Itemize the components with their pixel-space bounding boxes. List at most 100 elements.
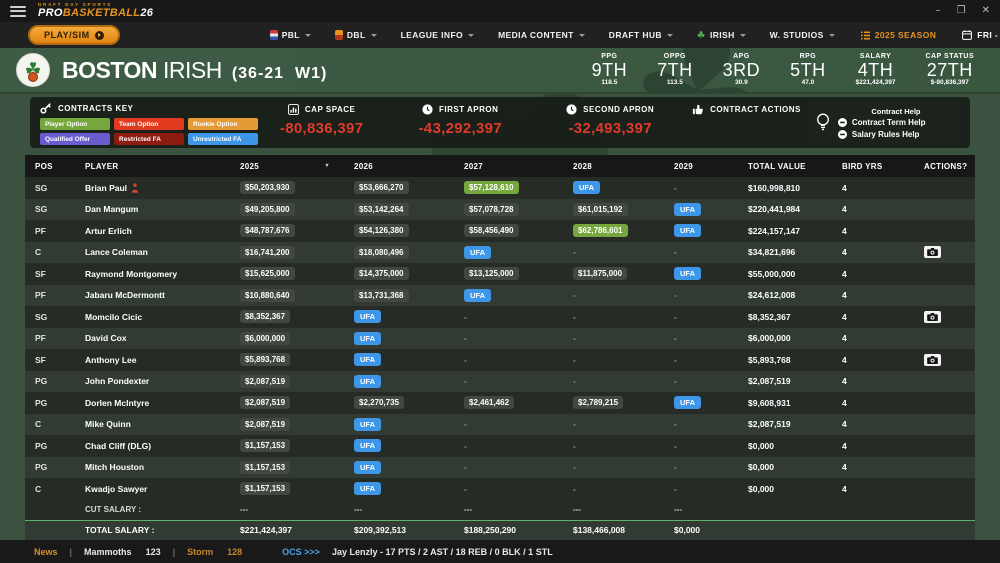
player-contract-row[interactable]: SF Raymond Montgomery $15,625,000 $14,375,0…: [25, 263, 975, 285]
salary-cell-2028: -: [563, 290, 664, 300]
salary-cell-2025: $48,787,676: [230, 224, 344, 238]
player-name[interactable]: Brian Paul: [85, 182, 128, 193]
player-cell[interactable]: Dan Mangum: [75, 204, 230, 214]
player-name[interactable]: Anthony Lee: [85, 354, 137, 365]
help-link-salary-rules-help[interactable]: Salary Rules Help: [837, 129, 954, 139]
salary-cell-2025: $2,087,519: [230, 396, 344, 410]
play-sim-button[interactable]: PLAY/SIM: [28, 25, 120, 45]
player-name[interactable]: Kwadjo Sawyer: [85, 483, 148, 494]
salary-cell-2025: $49,205,800: [230, 202, 344, 216]
position-cell: SF: [35, 354, 46, 365]
news-tab[interactable]: News: [34, 546, 58, 557]
empty-dash: -: [464, 354, 467, 365]
nav-menu-pbl[interactable]: PBL: [269, 30, 311, 40]
column-header-total-value[interactable]: TOTAL VALUE: [748, 161, 806, 171]
player-name[interactable]: Mitch Houston: [85, 462, 145, 473]
player-contract-row[interactable]: C Mike Quinn $2,087,519 UFA - - - $2,087,519 4: [25, 413, 975, 435]
player-contract-row[interactable]: PF Artur Erlich $48,787,676 $54,126,380 $58,…: [25, 220, 975, 242]
contract-action-button[interactable]: [924, 353, 941, 366]
salary-chip: $61,015,192: [573, 202, 628, 216]
player-name[interactable]: John Pondexter: [85, 376, 150, 387]
player-contract-row[interactable]: C Kwadjo Sawyer $1,157,153 UFA - - - $0,000 4: [25, 478, 975, 500]
salary-cell-2027: -: [454, 333, 563, 343]
help-link-contract-term-help[interactable]: Contract Term Help: [837, 118, 954, 127]
player-contract-row[interactable]: SG Momcilo Cicic $8,352,367 UFA - - - $8,352,36…: [25, 306, 975, 328]
player-contract-row[interactable]: PG Chad Cliff (DLG) $1,157,153 UFA - - - $0,000…: [25, 435, 975, 457]
unrestricted-fa-badge: UFA: [674, 396, 701, 410]
empty-dash: -: [573, 483, 576, 494]
player-name[interactable]: Momcilo Cicic: [85, 311, 143, 322]
salary-chip: $49,205,800: [240, 202, 295, 216]
nav-menu-draft-hub[interactable]: DRAFT HUB: [609, 30, 673, 40]
player-contract-row[interactable]: PG Dorlen McIntyre $2,087,519 $2,270,735 $2,…: [25, 392, 975, 414]
empty-dash: -: [674, 419, 677, 430]
player-cell[interactable]: Mike Quinn: [75, 419, 230, 429]
stat-rank: 7TH: [657, 59, 693, 80]
player-name[interactable]: David Cox: [85, 333, 127, 344]
player-cell[interactable]: Kwadjo Sawyer: [75, 484, 230, 494]
player-cell[interactable]: Mitch Houston: [75, 462, 230, 472]
player-cell[interactable]: Chad Cliff (DLG): [75, 441, 230, 451]
nav-menu-league-info[interactable]: LEAGUE INFO: [401, 30, 475, 40]
nav-menu-w-studios[interactable]: W. STUDIOS: [770, 30, 835, 40]
maximize-button[interactable]: ❐: [956, 5, 966, 16]
nav-menu-irish[interactable]: ☘ IRISH: [697, 30, 746, 40]
position-cell: SG: [35, 182, 48, 193]
player-contract-row[interactable]: C Lance Coleman $16,741,200 $18,080,496 UFA -…: [25, 241, 975, 263]
player-name[interactable]: Dan Mangum: [85, 204, 139, 215]
hamburger-menu-icon[interactable]: [10, 5, 26, 17]
salary-cell-2029: -: [664, 376, 738, 386]
player-cell[interactable]: Anthony Lee: [75, 355, 230, 365]
player-contract-row[interactable]: PF Jabaru McDermontt $10,880,640 $13,731,36…: [25, 284, 975, 306]
player-cell[interactable]: Raymond Montgomery: [75, 269, 230, 279]
close-button[interactable]: ✕: [981, 5, 990, 16]
empty-dash: -: [573, 419, 576, 430]
contract-actions-section[interactable]: CONTRACT ACTIONS: [685, 102, 808, 143]
contract-action-button[interactable]: [924, 246, 941, 259]
salary-cell-2026: $2,270,735: [344, 396, 454, 410]
column-header-2026[interactable]: 2026: [354, 161, 373, 171]
nav-menu-media-content[interactable]: MEDIA CONTENT: [498, 30, 585, 40]
nav-menu-dbl[interactable]: DBL: [334, 30, 377, 40]
player-cell[interactable]: John Pondexter: [75, 376, 230, 386]
player-name[interactable]: Dorlen McIntyre: [85, 397, 150, 408]
season-selector[interactable]: 2025 SEASON: [860, 30, 937, 40]
column-header-2027[interactable]: 2027: [464, 161, 483, 171]
player-cell[interactable]: David Cox: [75, 333, 230, 343]
salary-cell-2027: $58,456,490: [454, 224, 563, 238]
chevron-down-icon: [739, 33, 746, 37]
column-header-pos[interactable]: POS: [35, 161, 53, 171]
player-name[interactable]: Chad Cliff (DLG): [85, 440, 152, 451]
player-cell[interactable]: Lance Coleman: [75, 247, 230, 257]
player-name[interactable]: Jabaru McDermontt: [85, 290, 165, 301]
column-header-2029[interactable]: 2029: [674, 161, 693, 171]
player-contract-row[interactable]: PF David Cox $6,000,000 UFA - - - $6,000,000 4: [25, 327, 975, 349]
player-name[interactable]: Lance Coleman: [85, 247, 148, 258]
player-cell[interactable]: Artur Erlich: [75, 226, 230, 236]
column-header-2028[interactable]: 2028: [573, 161, 592, 171]
player-contract-row[interactable]: PG John Pondexter $2,087,519 UFA - - - $2,087,5…: [25, 370, 975, 392]
minimize-button[interactable]: –: [935, 5, 941, 16]
bird-years-cell: 4: [842, 268, 847, 279]
player-cell[interactable]: Momcilo Cicic: [75, 312, 230, 322]
player-contract-row[interactable]: SF Anthony Lee $5,893,768 UFA - - - $5,893,768 4: [25, 349, 975, 371]
player-contract-row[interactable]: PG Mitch Houston $1,157,153 UFA - - - $0,000 4: [25, 456, 975, 478]
column-header-2025[interactable]: 2025 ▼: [240, 161, 330, 171]
unrestricted-fa-badge: UFA: [573, 181, 600, 195]
player-cell[interactable]: Brian Paul: [75, 183, 230, 193]
player-contract-row[interactable]: SG Dan Mangum $49,205,800 $53,142,264 $57,07…: [25, 198, 975, 220]
player-name[interactable]: Mike Quinn: [85, 419, 131, 430]
contract-action-button[interactable]: [924, 310, 941, 323]
player-name[interactable]: Artur Erlich: [85, 225, 132, 236]
player-name[interactable]: Raymond Montgomery: [85, 268, 178, 279]
player-cell[interactable]: Dorlen McIntyre: [75, 398, 230, 408]
salary-chip: $57,078,728: [464, 202, 519, 216]
ticker-score1: 123: [145, 546, 161, 557]
column-header-actions-[interactable]: ACTIONS?: [924, 161, 968, 171]
salary-cell-2029: -: [664, 484, 738, 494]
column-header-player[interactable]: PLAYER: [85, 161, 119, 171]
column-header-bird-yrs[interactable]: BIRD YRS: [842, 161, 883, 171]
player-contract-row[interactable]: SG Brian Paul $50,203,930 $53,666,270 $57,12…: [25, 177, 975, 199]
salary-cell-2028: -: [563, 462, 664, 472]
player-cell[interactable]: Jabaru McDermontt: [75, 290, 230, 300]
